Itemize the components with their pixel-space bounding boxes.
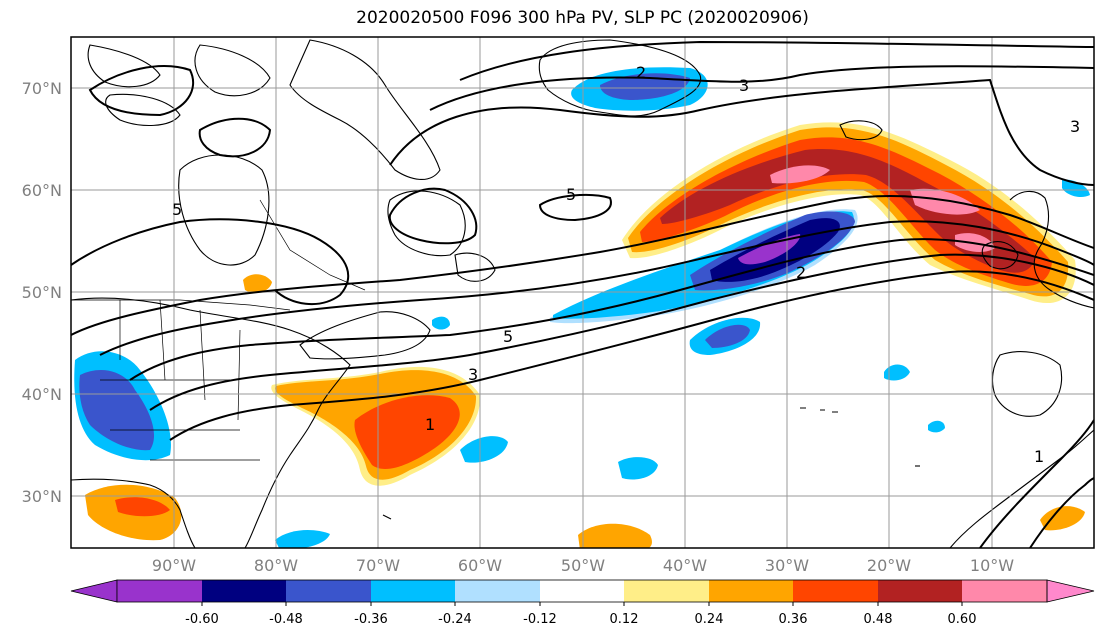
pv-negative-small-c (884, 364, 910, 381)
colorbar-segment (371, 580, 455, 602)
contour-line (538, 193, 612, 222)
lat-label: 50°N (22, 283, 62, 302)
contour-label: 3 (468, 365, 478, 384)
colorbar-segment (202, 580, 286, 602)
contour-line (88, 65, 195, 117)
colorbar: -0.60 -0.48 -0.36 -0.24 -0.12 0.12 0.24 … (70, 579, 1095, 627)
slp-contours (71, 40, 1094, 548)
pv-shading (74, 67, 1090, 548)
lon-label: 20°W (867, 556, 911, 575)
pv-negative-purple (738, 234, 801, 265)
colorbar-segment (793, 580, 878, 602)
pv-positive-bottom (578, 523, 652, 548)
contour-label: 5 (172, 200, 182, 219)
contour-line (99, 220, 1094, 356)
latitude-labels: 70°N 60°N 50°N 40°N 30°N (22, 79, 62, 506)
contour-line (429, 65, 1094, 111)
longitude-labels: 90°W 80°W 70°W 60°W 50°W 40°W 30°W 20°W … (152, 556, 1014, 575)
contour-line (169, 270, 1094, 441)
pv-negative-small-b (618, 457, 658, 480)
pv-positive-africa (1040, 506, 1085, 531)
contour-label: 3 (1070, 117, 1080, 136)
colorbar-label: -0.24 (438, 612, 472, 627)
contour-label: 2 (796, 263, 806, 282)
contour-line (459, 40, 1094, 81)
lat-label: 70°N (22, 79, 62, 98)
contour-line (149, 253, 1094, 411)
pv-negative-small-e (432, 316, 450, 330)
lon-label: 50°W (561, 556, 605, 575)
map-frame (70, 36, 1095, 549)
gridlines (71, 37, 1094, 548)
colorbar-label: 0.24 (695, 612, 724, 627)
colorbar-segment (455, 580, 540, 602)
lon-label: 30°W (765, 556, 809, 575)
lat-label: 40°N (22, 385, 62, 404)
map-title: 2020020500 F096 300 hPa PV, SLP PC (2020… (356, 8, 809, 28)
lon-label: 10°W (970, 556, 1014, 575)
contour-line (389, 78, 1094, 186)
contour-line (1029, 477, 1094, 548)
lon-label: 90°W (152, 556, 196, 575)
colorbar-segment (540, 580, 624, 602)
pv-negative-small-d (928, 420, 945, 433)
pv-negative-small-a (460, 436, 508, 463)
contour-label: 2 (636, 63, 646, 82)
lon-label: 40°W (663, 556, 707, 575)
pv-negative-small-g (275, 530, 330, 548)
colorbar-label: -0.36 (354, 612, 388, 627)
pv-positive-darkred (660, 149, 1035, 273)
contour-line (979, 419, 1094, 548)
pv-positive-gom-core (115, 497, 170, 517)
lon-label: 60°W (458, 556, 502, 575)
pv-positive-pink-b (910, 188, 980, 215)
lat-label: 60°N (22, 181, 62, 200)
colorbar-arrow-left (70, 579, 118, 603)
colorbar-segment (709, 580, 793, 602)
pv-positive-small-a (243, 274, 272, 293)
lat-label: 30°N (22, 487, 62, 506)
pv-positive-wa-red (354, 395, 460, 469)
colorbar-frame (116, 579, 1048, 603)
colorbar-segment (878, 580, 962, 602)
colorbar-ticks (201, 602, 963, 606)
contour-line (71, 194, 1094, 336)
contour-label: 1 (1034, 447, 1044, 466)
colorbar-label: -0.12 (523, 612, 557, 627)
pv-positive-pink-a (770, 165, 830, 184)
contour-line (198, 117, 272, 158)
lon-label: 70°W (356, 556, 400, 575)
colorbar-label: 0.12 (610, 612, 639, 627)
colorbar-segment (962, 580, 1047, 602)
contour-label: 5 (566, 185, 576, 204)
colorbar-label: -0.60 (185, 612, 219, 627)
contour-line (71, 218, 350, 306)
contour-label: 1 (425, 415, 435, 434)
pv-negative-island-b (705, 324, 750, 348)
colorbar-label: 0.36 (779, 612, 808, 627)
contour-line (388, 187, 478, 245)
contour-label: 3 (739, 76, 749, 95)
contour-labels: 2 3 3 5 5 5 3 1 2 1 (172, 63, 1080, 466)
colorbar-arrow-right (1046, 579, 1095, 603)
contour-line (129, 238, 1094, 381)
colorbar-label: 0.48 (864, 612, 893, 627)
contour-label: 5 (503, 327, 513, 346)
colorbar-segment (286, 580, 371, 602)
colorbar-label: 0.60 (948, 612, 977, 627)
lon-label: 80°W (254, 556, 298, 575)
colorbar-label: -0.48 (269, 612, 303, 627)
pv-negative-small-f (1062, 179, 1090, 198)
colorbar-segment (117, 580, 202, 602)
colorbar-segment (624, 580, 709, 602)
